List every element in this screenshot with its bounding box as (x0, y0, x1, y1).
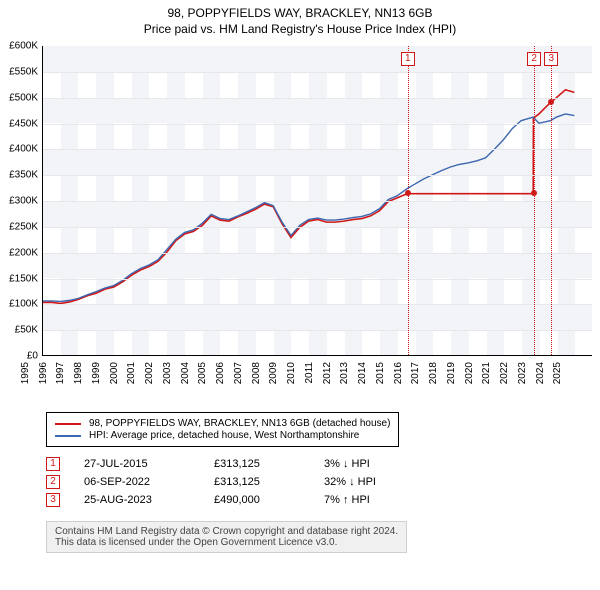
ytick-label: £200K (0, 247, 38, 258)
title-line1: 98, POPPYFIELDS WAY, BRACKLEY, NN13 6GB (8, 6, 592, 20)
ytick-label: £300K (0, 196, 38, 207)
gridline (43, 304, 592, 305)
series-line (43, 114, 574, 301)
title-line2: Price paid vs. HM Land Registry's House … (8, 22, 592, 36)
footer-line1: Contains HM Land Registry data © Crown c… (55, 526, 398, 537)
price-point (548, 99, 554, 105)
tx-number: 2 (46, 475, 60, 489)
gridline (43, 227, 592, 228)
ytick-label: £50K (0, 325, 38, 336)
gridline (43, 279, 592, 280)
gridline (43, 149, 592, 150)
gridline (43, 201, 592, 202)
tx-price: £490,000 (214, 494, 324, 506)
legend-row: 98, POPPYFIELDS WAY, BRACKLEY, NN13 6GB … (55, 418, 390, 429)
gridline (43, 98, 592, 99)
ytick-label: £350K (0, 170, 38, 181)
tx-diff: 7% ↑ HPI (324, 494, 414, 506)
ytick-label: £450K (0, 118, 38, 129)
legend-label: HPI: Average price, detached house, West… (89, 430, 359, 441)
legend-swatch (55, 423, 81, 425)
tx-number: 1 (46, 457, 60, 471)
transaction-row: 2 06-SEP-2022£313,12532% ↓ HPI (46, 475, 600, 489)
tx-number: 3 (46, 493, 60, 507)
event-marker: 3 (544, 52, 558, 66)
chart-area: 1 23 £0 £50K £100K £150K £200K £250K £300K £350K… (0, 46, 600, 406)
series-line (43, 90, 574, 304)
chart-title: 98, POPPYFIELDS WAY, BRACKLEY, NN13 6GB … (0, 0, 600, 46)
gridline (43, 253, 592, 254)
legend-label: 98, POPPYFIELDS WAY, BRACKLEY, NN13 6GB … (89, 418, 390, 429)
plot-region: 1 23 (42, 46, 592, 356)
transaction-row: 1 27-JUL-2015£313,1253% ↓ HPI (46, 457, 600, 471)
ytick-label: £550K (0, 66, 38, 77)
legend-row: HPI: Average price, detached house, West… (55, 430, 390, 441)
footer-line2: This data is licensed under the Open Gov… (55, 537, 398, 548)
event-line (408, 46, 409, 355)
event-marker: 1 (401, 52, 415, 66)
tx-price: £313,125 (214, 458, 324, 470)
price-point (531, 190, 537, 196)
gridline (43, 72, 592, 73)
event-line (551, 46, 552, 355)
transaction-row: 3 25-AUG-2023£490,0007% ↑ HPI (46, 493, 600, 507)
attribution-footer: Contains HM Land Registry data © Crown c… (46, 521, 407, 553)
ytick-label: £150K (0, 273, 38, 284)
ytick-label: £250K (0, 221, 38, 232)
gridline (43, 330, 592, 331)
event-line (534, 46, 535, 355)
ytick-label: £400K (0, 144, 38, 155)
event-marker: 2 (527, 52, 541, 66)
gridline (43, 175, 592, 176)
price-point (405, 190, 411, 196)
tx-date: 25-AUG-2023 (84, 494, 214, 506)
gridline (43, 124, 592, 125)
legend-swatch (55, 435, 81, 437)
ytick-label: £600K (0, 41, 38, 52)
tx-date: 06-SEP-2022 (84, 476, 214, 488)
tx-price: £313,125 (214, 476, 324, 488)
legend: 98, POPPYFIELDS WAY, BRACKLEY, NN13 6GB … (46, 412, 399, 447)
tx-diff: 3% ↓ HPI (324, 458, 414, 470)
ytick-label: £500K (0, 92, 38, 103)
chart-container: 98, POPPYFIELDS WAY, BRACKLEY, NN13 6GB … (0, 0, 600, 553)
xtick-label: 2025 (552, 362, 596, 384)
transaction-table: 1 27-JUL-2015£313,1253% ↓ HPI 2 06-SEP-2022… (46, 457, 600, 507)
ytick-label: £100K (0, 299, 38, 310)
tx-date: 27-JUL-2015 (84, 458, 214, 470)
ytick-label: £0 (0, 351, 38, 362)
tx-diff: 32% ↓ HPI (324, 476, 414, 488)
